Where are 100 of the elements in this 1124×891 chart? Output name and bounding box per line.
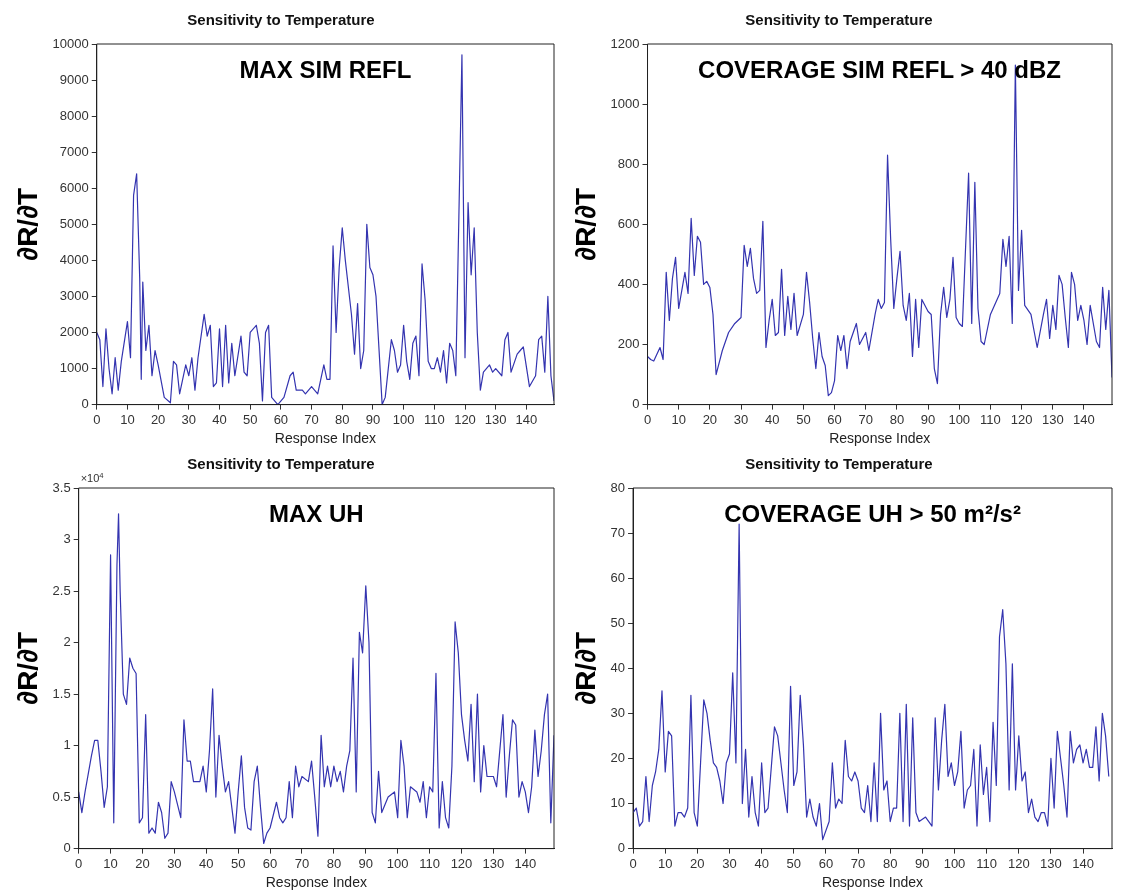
x-tick-label: 100 [386, 855, 409, 871]
x-tick-label: 50 [242, 411, 258, 427]
annotation: MAX UH [269, 500, 364, 527]
x-tick-label: 40 [199, 855, 214, 871]
x-tick-label: 90 [365, 411, 381, 427]
y-tick-label: 7000 [59, 143, 89, 159]
y-tick-label: 1 [63, 737, 71, 753]
y-tick-label: 5000 [59, 215, 89, 231]
x-tick-label: 100 [943, 855, 966, 871]
annotation: MAX SIM REFL [239, 56, 412, 83]
x-tick-label: 110 [976, 855, 998, 871]
x-tick-label: 20 [135, 855, 150, 871]
x-tick-label: 80 [889, 411, 905, 427]
x-tick-label: 20 [150, 411, 166, 427]
x-tick-label: 90 [358, 855, 374, 871]
x-axis-title: Response Index [274, 430, 376, 447]
y-tick-label: 80 [610, 479, 626, 495]
x-tick-label: 20 [690, 855, 705, 871]
x-tick-label: 80 [335, 411, 350, 427]
y-tick-label: 600 [617, 215, 640, 231]
x-tick-label: 60 [262, 855, 278, 871]
x-tick-label: 40 [764, 411, 780, 427]
y-tick-label: 3 [63, 531, 71, 547]
x-tick-label: 100 [392, 411, 415, 427]
x-tick-label: 90 [915, 855, 930, 871]
y-tick-label: 400 [617, 275, 640, 291]
x-tick-label: 30 [722, 855, 737, 871]
x-tick-label: 130 [1041, 411, 1064, 427]
y-tick-label: 60 [610, 569, 626, 585]
y-tick-label: 8000 [59, 107, 89, 123]
x-tick-label: 130 [482, 855, 505, 871]
y-tick-label: 0 [81, 396, 89, 412]
chart-title: Sensitivity to Temperature [745, 455, 933, 473]
y-tick-label: 1000 [610, 95, 640, 111]
x-tick-label: 10 [657, 855, 673, 871]
chart-title: Sensitivity to Temperature [745, 11, 933, 29]
x-tick-label: 40 [754, 855, 769, 871]
x-tick-label: 30 [733, 411, 749, 427]
x-tick-label: 110 [423, 411, 445, 427]
x-tick-label: 0 [93, 411, 101, 427]
y-tick-label: 40 [610, 659, 626, 675]
y-tick-label: 50 [610, 614, 626, 630]
x-tick-label: 10 [120, 411, 135, 427]
x-tick-label: 10 [103, 855, 118, 871]
x-tick-label: 20 [702, 411, 718, 427]
y-tick-label: 70 [610, 524, 626, 540]
y-tick-label: 0 [632, 396, 640, 412]
y-tick-label: 3000 [59, 288, 89, 303]
annotation: COVERAGE UH > 50 m²/s² [724, 500, 1021, 527]
y-tick-label: 800 [617, 155, 640, 171]
x-tick-label: 110 [419, 855, 440, 871]
y-tick-label: 2000 [59, 324, 89, 340]
x-tick-label: 70 [850, 855, 866, 871]
y-tick-label: 0.5 [52, 788, 71, 804]
y-tick-label: 20 [610, 750, 626, 766]
y-axis-title: ∂R/∂T [11, 631, 43, 705]
x-tick-label: 100 [948, 411, 971, 427]
y-tick-label: 10 [610, 795, 626, 811]
x-tick-label: 130 [484, 411, 507, 427]
x-tick-label: 80 [882, 855, 898, 871]
y-tick-label: 4000 [59, 251, 89, 267]
y-tick-label: 2.5 [52, 582, 71, 598]
y-tick-label: 0 [63, 840, 71, 856]
x-tick-label: 70 [858, 411, 873, 427]
y-tick-label: 6000 [59, 179, 89, 195]
x-tick-label: 120 [450, 855, 473, 871]
y-axis-title: ∂R/∂T [569, 631, 601, 705]
x-tick-label: 120 [1007, 855, 1030, 871]
x-tick-label: 140 [1072, 855, 1094, 871]
y-tick-label: 1000 [59, 360, 89, 376]
y-axis-title: ∂R/∂T [569, 187, 601, 261]
y-tick-label: 1200 [610, 35, 640, 51]
y-tick-label: 9000 [59, 71, 89, 87]
y-tick-label: 1.5 [52, 685, 71, 701]
chart-title: Sensitivity to Temperature [187, 11, 375, 29]
x-tick-label: 30 [181, 411, 197, 427]
y-tick-label: 200 [617, 336, 640, 352]
x-tick-label: 80 [326, 855, 342, 871]
y-tick-label: 0 [617, 840, 626, 856]
x-tick-label: 110 [980, 411, 1001, 427]
x-axis-title: Response Index [821, 874, 924, 891]
x-tick-label: 50 [786, 855, 802, 871]
x-tick-label: 70 [294, 855, 310, 871]
x-tick-label: 50 [230, 855, 246, 871]
x-tick-label: 120 [1010, 411, 1033, 427]
y-axis-title: ∂R/∂T [11, 187, 43, 261]
y-tick-label: 30 [610, 704, 626, 720]
x-tick-label: 0 [643, 411, 652, 427]
x-tick-label: 140 [515, 411, 538, 427]
x-tick-label: 50 [796, 411, 811, 427]
x-tick-label: 40 [212, 411, 227, 427]
chart-title: Sensitivity to Temperature [187, 455, 375, 473]
y-tick-label: 2 [63, 634, 71, 650]
x-tick-label: 140 [1073, 411, 1095, 427]
x-tick-label: 30 [167, 855, 182, 871]
x-tick-label: 90 [920, 411, 936, 427]
x-axis-title: Response Index [829, 430, 931, 447]
x-tick-label: 120 [454, 411, 476, 427]
x-tick-label: 130 [1040, 855, 1062, 871]
x-tick-label: 140 [514, 855, 537, 871]
